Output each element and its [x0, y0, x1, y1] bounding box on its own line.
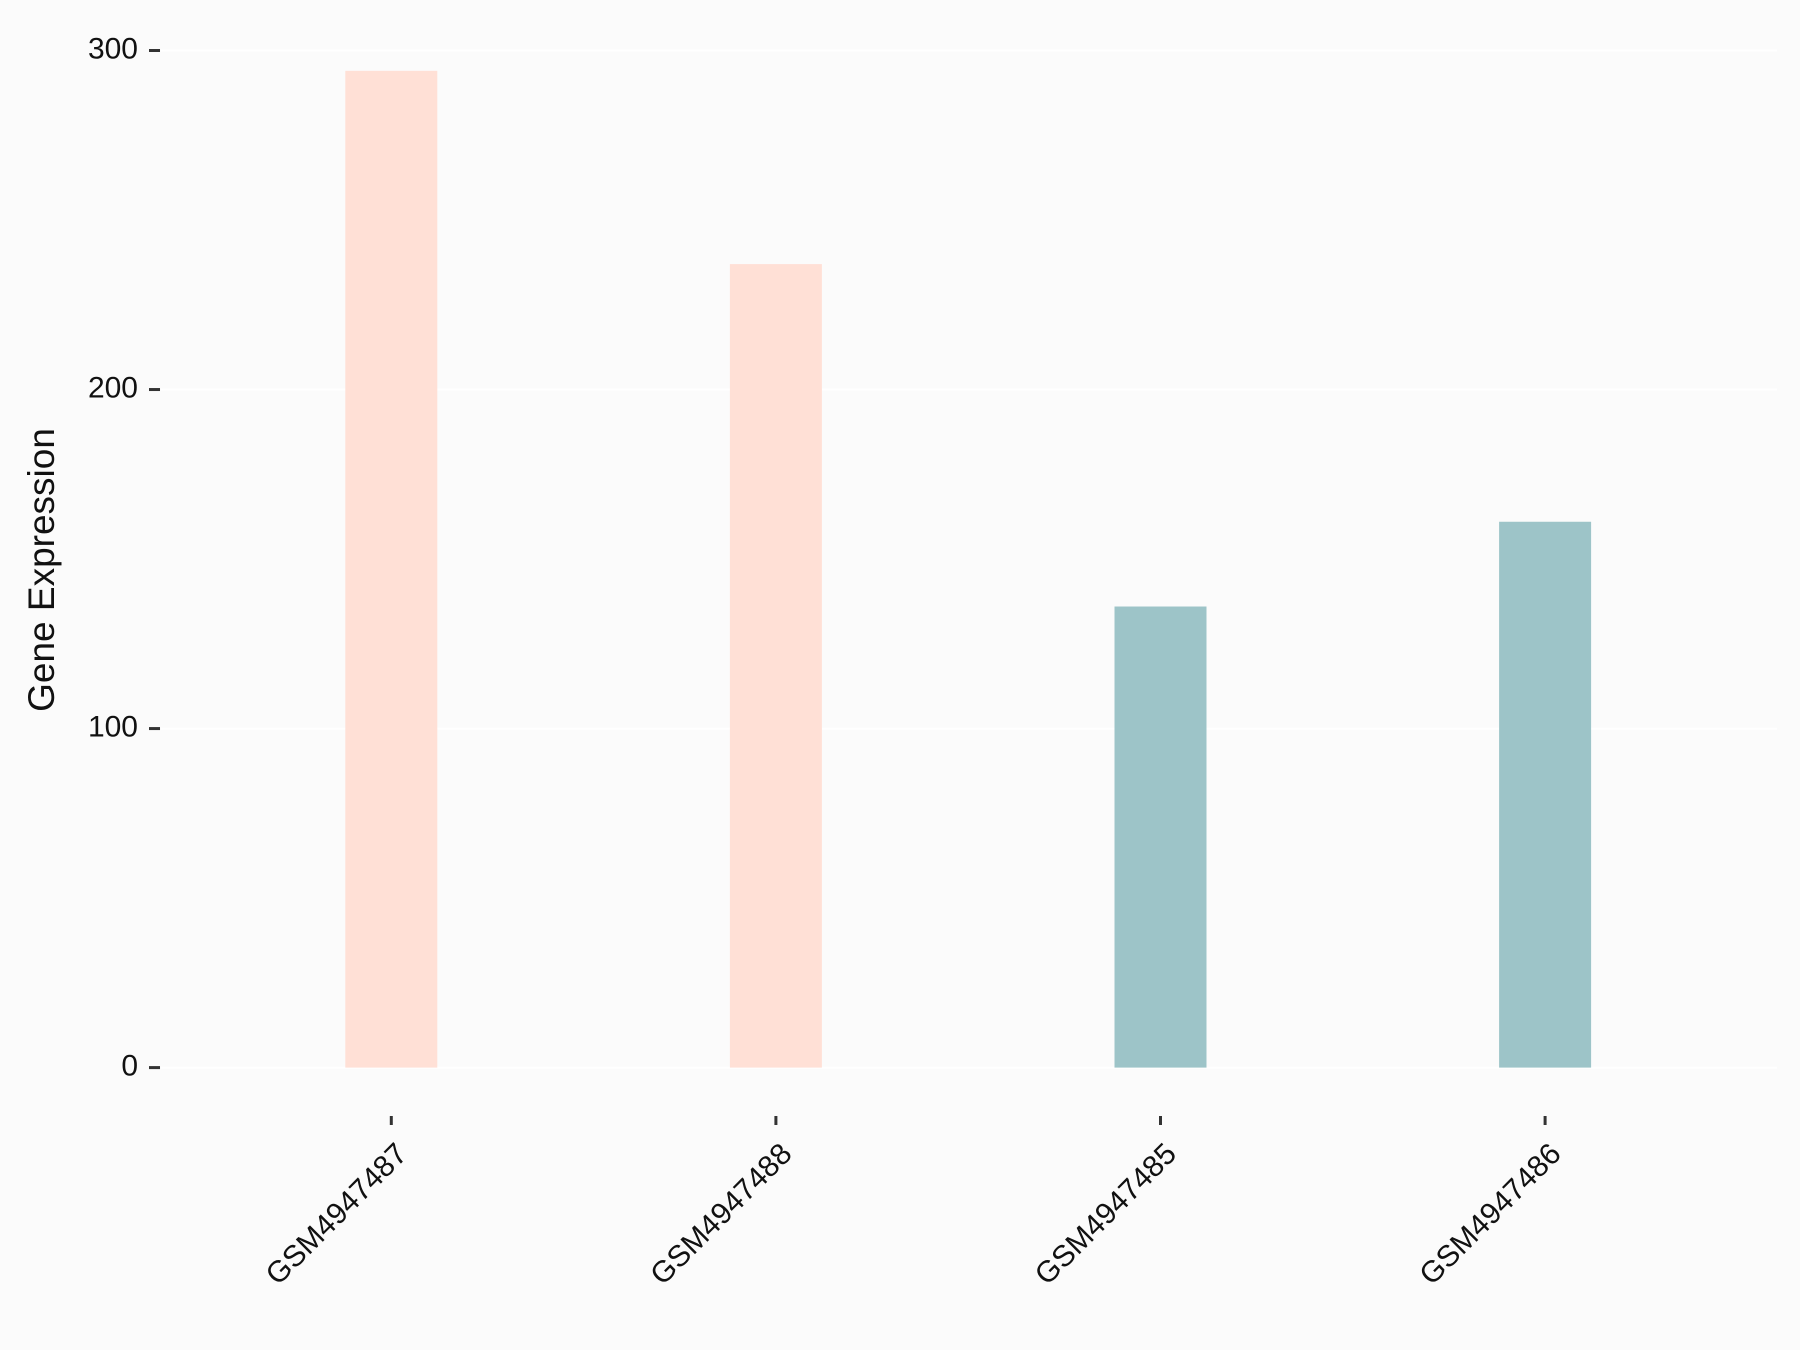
y-axis-title: Gene Expression [21, 428, 62, 712]
bar [345, 70, 438, 1068]
y-tick-label: 100 [88, 710, 138, 743]
bar [1499, 521, 1592, 1068]
bar [729, 264, 822, 1068]
bar [1114, 606, 1207, 1068]
y-tick-label: 200 [88, 371, 138, 404]
y-tick-label: 0 [121, 1050, 138, 1083]
y-tick-label: 300 [88, 32, 138, 65]
